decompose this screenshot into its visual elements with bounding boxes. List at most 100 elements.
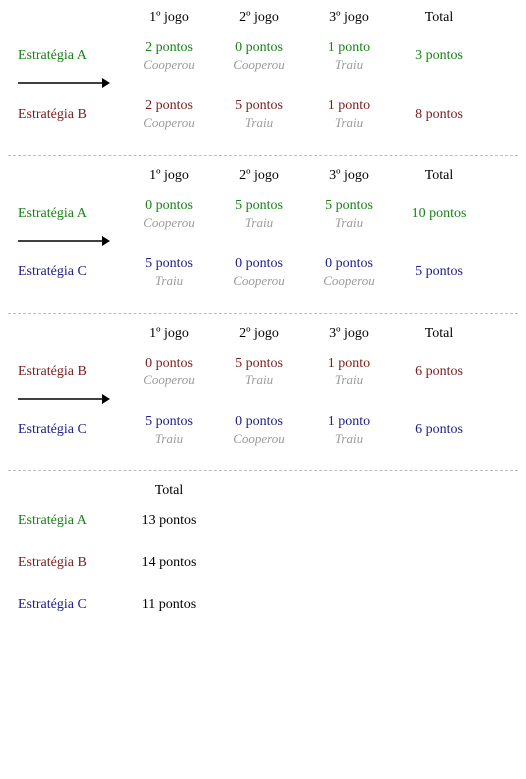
header-g1: 1º jogo bbox=[124, 326, 214, 342]
strategy-label: Estratégia C bbox=[8, 422, 124, 438]
strategy-name: Estratégia A bbox=[18, 48, 87, 63]
strategy-name: Estratégia B bbox=[18, 364, 87, 379]
action-label: Traiu bbox=[214, 372, 304, 388]
header-g3: 3º jogo bbox=[304, 10, 394, 26]
game-cell: 5 pontosTraiu bbox=[304, 198, 394, 230]
strategy-name: Estratégia C bbox=[18, 422, 87, 437]
action-label: Traiu bbox=[304, 215, 394, 231]
strategy-label: Estratégia C bbox=[8, 264, 124, 280]
total-value: 6 pontos bbox=[415, 364, 463, 379]
header-total: Total bbox=[394, 326, 484, 342]
score-value: 1 ponto bbox=[304, 40, 394, 57]
score-value: 2 pontos bbox=[124, 98, 214, 115]
game-cell: 5 pontosTraiu bbox=[214, 98, 304, 130]
total-value: 6 pontos bbox=[415, 422, 463, 437]
action-label: Traiu bbox=[304, 372, 394, 388]
summary-label: Estratégia B bbox=[8, 555, 124, 571]
vs-arrow bbox=[8, 76, 518, 90]
summary-row: Estratégia B 14 pontos bbox=[8, 555, 518, 571]
divider bbox=[8, 313, 518, 314]
game-cell: 0 pontosCooperou bbox=[214, 414, 304, 446]
strategy-name: Estratégia A bbox=[18, 206, 87, 221]
total-value: 5 pontos bbox=[415, 264, 463, 279]
strategy-label: Estratégia A bbox=[8, 206, 124, 222]
strategy-name: Estratégia B bbox=[18, 555, 87, 570]
total-value: 8 pontos bbox=[415, 107, 463, 122]
summary-value: 14 pontos bbox=[124, 555, 214, 571]
score-value: 1 ponto bbox=[304, 98, 394, 115]
header-g2: 2º jogo bbox=[214, 168, 304, 184]
action-label: Cooperou bbox=[214, 57, 304, 73]
header-g3: 3º jogo bbox=[304, 326, 394, 342]
game-cell: 2 pontosCooperou bbox=[124, 40, 214, 72]
score-value: 2 pontos bbox=[124, 40, 214, 57]
strategy-name: Estratégia A bbox=[18, 513, 87, 528]
game-cell: 5 pontosTraiu bbox=[214, 198, 304, 230]
arrow-icon bbox=[18, 392, 110, 406]
action-label: Traiu bbox=[214, 115, 304, 131]
row-total: 6 pontos bbox=[394, 422, 484, 438]
game-cell: 0 pontosCooperou bbox=[124, 198, 214, 230]
strategy-row: Estratégia B 2 pontosCooperou5 pontosTrai… bbox=[8, 98, 518, 130]
game-cell: 1 pontoTraiu bbox=[304, 414, 394, 446]
row-total: 8 pontos bbox=[394, 107, 484, 123]
header-g2: 2º jogo bbox=[214, 10, 304, 26]
score-value: 0 pontos bbox=[214, 40, 304, 57]
header-g2: 2º jogo bbox=[214, 326, 304, 342]
row-total: 6 pontos bbox=[394, 364, 484, 380]
score-value: 0 pontos bbox=[124, 356, 214, 373]
header-g3: 3º jogo bbox=[304, 168, 394, 184]
strategy-row: Estratégia C5 pontosTraiu0 pontosCoopero… bbox=[8, 256, 518, 288]
action-label: Traiu bbox=[304, 431, 394, 447]
score-value: 0 pontos bbox=[304, 256, 394, 273]
total-value: 3 pontos bbox=[415, 48, 463, 63]
strategy-label: Estratégia A bbox=[8, 48, 124, 64]
game-cell: 0 pontosCooperou bbox=[304, 256, 394, 288]
summary-row: Estratégia C11 pontos bbox=[8, 597, 518, 613]
summary-panel: Total Estratégia A 13 pontos Estratégia B 14… bbox=[8, 483, 518, 651]
action-label: Traiu bbox=[304, 57, 394, 73]
game-cell: 5 pontosTraiu bbox=[124, 256, 214, 288]
strategy-label: Estratégia B bbox=[8, 107, 124, 123]
game-cell: 5 pontosTraiu bbox=[124, 414, 214, 446]
summary-value: 11 pontos bbox=[124, 597, 214, 613]
header-row: 1º jogo2º jogo3º jogoTotal bbox=[8, 10, 518, 26]
summary-label: Estratégia A bbox=[8, 513, 124, 529]
header-row: 1º jogo2º jogo3º jogoTotal bbox=[8, 168, 518, 184]
arrow-icon bbox=[18, 76, 110, 90]
header-row: 1º jogo2º jogo3º jogoTotal bbox=[8, 326, 518, 342]
action-label: Cooperou bbox=[124, 372, 214, 388]
row-total: 10 pontos bbox=[394, 206, 484, 222]
score-value: 5 pontos bbox=[214, 198, 304, 215]
game-cell: 5 pontosTraiu bbox=[214, 356, 304, 388]
summary-row: Estratégia A 13 pontos bbox=[8, 513, 518, 529]
header-g1: 1º jogo bbox=[124, 168, 214, 184]
game-cell: 1 pontoTraiu bbox=[304, 40, 394, 72]
action-label: Traiu bbox=[124, 431, 214, 447]
score-value: 1 ponto bbox=[304, 356, 394, 373]
score-value: 0 pontos bbox=[214, 256, 304, 273]
strategy-name: Estratégia C bbox=[18, 264, 87, 279]
game-cell: 0 pontosCooperou bbox=[214, 256, 304, 288]
summary-header-row: Total bbox=[8, 483, 518, 499]
action-label: Cooperou bbox=[124, 115, 214, 131]
arrow-icon bbox=[18, 234, 110, 248]
strategy-row: Estratégia A 2 pontosCooperou0 pontosCoop… bbox=[8, 40, 518, 72]
action-label: Cooperou bbox=[304, 273, 394, 289]
game-cell: 2 pontosCooperou bbox=[124, 98, 214, 130]
total-value: 10 pontos bbox=[412, 206, 467, 221]
strategy-name: Estratégia B bbox=[18, 107, 87, 122]
score-value: 5 pontos bbox=[214, 98, 304, 115]
score-value: 0 pontos bbox=[124, 198, 214, 215]
game-cell: 1 pontoTraiu bbox=[304, 98, 394, 130]
summary-value: 13 pontos bbox=[124, 513, 214, 529]
score-value: 5 pontos bbox=[124, 414, 214, 431]
score-value: 5 pontos bbox=[304, 198, 394, 215]
score-value: 5 pontos bbox=[124, 256, 214, 273]
strategy-label: Estratégia B bbox=[8, 364, 124, 380]
strategy-row: Estratégia A0 pontosCooperou5 pontosTrai… bbox=[8, 198, 518, 230]
score-value: 1 ponto bbox=[304, 414, 394, 431]
divider bbox=[8, 155, 518, 156]
header-total: Total bbox=[394, 168, 484, 184]
header-total: Total bbox=[394, 10, 484, 26]
